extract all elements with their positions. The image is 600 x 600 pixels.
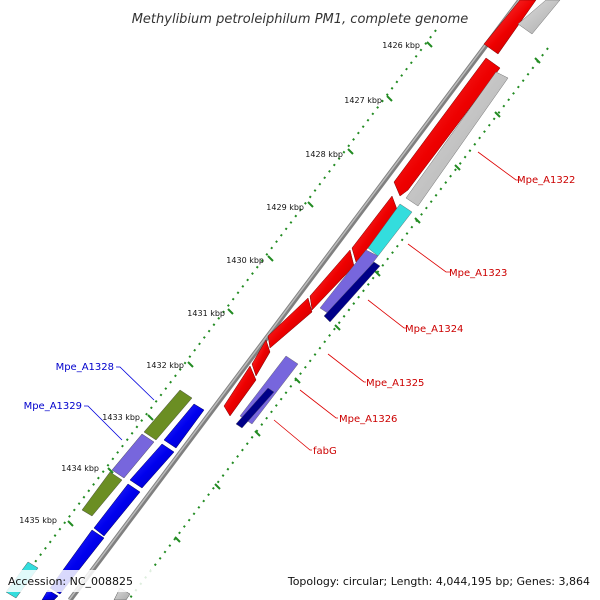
leader-mpe-a1325 [327, 353, 366, 383]
gene-label-mpe-a1325[interactable]: Mpe_A1325 [366, 378, 424, 389]
leader-mpe-a1329 [84, 405, 123, 441]
leader-mpe-a1328 [116, 366, 155, 401]
cds-mpe-a1322-red[interactable] [393, 57, 501, 197]
cds-red-6[interactable] [251, 339, 271, 377]
gene-label-mpe-a1324[interactable]: Mpe_A1324 [405, 324, 463, 335]
feature-gray-a1322[interactable] [405, 71, 509, 207]
cds-red-7[interactable] [223, 365, 257, 417]
reverse-leaders [84, 366, 155, 441]
inner-tick-mark [374, 270, 381, 277]
gene-label-mpe-a1328[interactable]: Mpe_A1328 [56, 362, 114, 373]
forward-leaders [273, 151, 520, 451]
leader-mpe-a1326 [299, 389, 338, 419]
tick-mark [67, 520, 74, 527]
leader-mpe-a1324 [367, 299, 406, 329]
tick-label-1431: 1431 kbp [187, 309, 225, 318]
scale-dotted-line [7, 29, 437, 599]
tick-mark [147, 414, 154, 421]
tick-mark [267, 255, 274, 262]
tick-mark [386, 95, 393, 102]
feature-olive-2[interactable] [81, 471, 123, 517]
cds-blue-5[interactable] [41, 589, 59, 600]
tick-label-1432: 1432 kbp [146, 361, 184, 370]
inner-dotted-line [129, 47, 549, 599]
tick-label-1434: 1434 kbp [61, 464, 99, 473]
footer-band [0, 570, 600, 592]
accession-text: Accession: NC_008825 [8, 575, 133, 588]
cds-red-5[interactable] [267, 297, 313, 349]
leader-mpe-a1323 [407, 243, 450, 273]
gene-label-mpe-a1323[interactable]: Mpe_A1323 [449, 268, 507, 279]
tick-mark [426, 41, 433, 48]
tick-mark [227, 308, 234, 315]
tick-label-1426: 1426 kbp [382, 41, 420, 50]
tick-label-1435: 1435 kbp [19, 516, 57, 525]
feature-purple-a1329[interactable] [111, 433, 155, 479]
tick-marks [67, 41, 433, 527]
tick-label-1427: 1427 kbp [344, 96, 382, 105]
cds-blue-1[interactable] [163, 403, 205, 449]
inner-tick-mark [414, 217, 421, 224]
inner-tick-mark [454, 164, 461, 171]
gene-label-mpe-a1322[interactable]: Mpe_A1322 [517, 175, 575, 186]
tick-label-1433: 1433 kbp [102, 413, 140, 422]
gene-label-mpe-a1326[interactable]: Mpe_A1326 [339, 414, 397, 425]
feature-gray-top[interactable] [517, 0, 561, 35]
cds-red-3[interactable] [351, 195, 399, 263]
inner-tick-mark [534, 57, 541, 64]
tick-label-1429: 1429 kbp [266, 203, 304, 212]
tick-mark [307, 201, 314, 208]
cds-red-4[interactable] [309, 249, 355, 311]
inner-tick-mark [174, 536, 181, 543]
inner-tick-mark [254, 430, 261, 437]
leader-fabg [273, 419, 312, 451]
feature-olive-a1328[interactable] [143, 389, 193, 441]
inner-tick-mark [294, 377, 301, 384]
inner-tick-mark [214, 483, 221, 490]
scale-ticks [7, 29, 437, 599]
tick-label-1430: 1430 kbp [226, 256, 264, 265]
leader-mpe-a1322 [477, 151, 520, 181]
gene-label-mpe-a1329[interactable]: Mpe_A1329 [24, 401, 82, 412]
inner-features [235, 0, 561, 429]
cds-blue-3[interactable] [93, 483, 141, 537]
inner-tick-mark [494, 111, 501, 118]
tick-mark [187, 361, 194, 368]
tick-mark [347, 148, 354, 155]
tick-label-1428: 1428 kbp [305, 150, 343, 159]
gene-label-fabg[interactable]: fabG [313, 446, 337, 457]
topology-text: Topology: circular; Length: 4,044,195 bp… [287, 575, 590, 588]
inner-ticks [129, 47, 549, 599]
feature-navy-a1324[interactable] [323, 261, 381, 323]
outer-features [5, 389, 193, 600]
genome-backbone-highlight [68, 0, 520, 600]
feature-navy-fabg[interactable] [235, 387, 275, 429]
map-title: Methylibium petroleiphilum PM1, complete… [132, 12, 469, 27]
forward-strand [223, 0, 537, 417]
cds-blue-2[interactable] [129, 443, 175, 489]
inner-tick-marks [174, 57, 541, 543]
cds-mpe-a1321[interactable] [483, 0, 537, 55]
tick-mark [107, 467, 114, 474]
genome-backbone [68, 0, 522, 600]
inner-tick-mark [334, 324, 341, 331]
